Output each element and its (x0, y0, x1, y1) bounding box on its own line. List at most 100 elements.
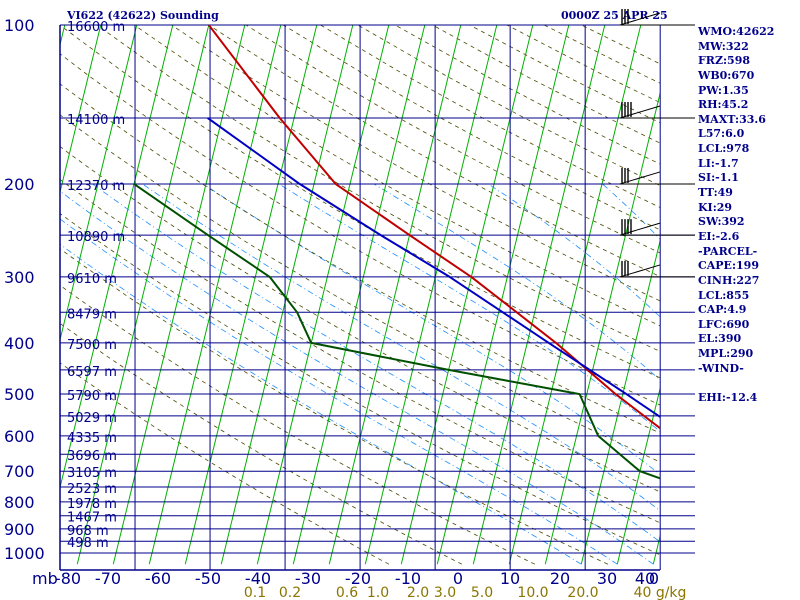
stat-line: SI:-1.1 (698, 171, 739, 185)
moist-adiabat-line (60, 243, 582, 565)
isotherm-line (220, 25, 354, 565)
temperature-tick-label: 30 (597, 569, 617, 588)
height-label: 8479 m (67, 307, 117, 322)
height-label: 5029 m (67, 411, 117, 426)
stat-line: EL:390 (698, 332, 742, 346)
mixing-ratio-label: 2.0 (407, 585, 429, 600)
height-label: 1467 m (67, 511, 117, 526)
dry-adiabat-line (60, 322, 463, 565)
pressure-tick-label: 100 (4, 16, 35, 35)
chart-title: VI622 (42622) Sounding (67, 9, 219, 22)
temperature-tick-labels: -80 -70 -60 -50 -40 -30 -20 -10 0 10 20 30 400 (55, 569, 659, 588)
dry-adiabat-line (208, 25, 660, 278)
stat-line: CINH:227 (698, 273, 760, 287)
stat-line: CAPE:199 (698, 259, 759, 273)
mixing-ratio-label: 3.0 (434, 585, 456, 600)
wind-barb (619, 219, 661, 236)
mixing-ratio-label: 5.0 (471, 585, 493, 600)
isotherm-line (60, 25, 174, 490)
wind-barbs (619, 9, 695, 278)
stat-line: MW:322 (698, 39, 749, 53)
stat-line: EHI:-12.4 (698, 391, 758, 405)
temperature-tick-label: -60 (145, 569, 171, 588)
stat-line: RH:45.2 (698, 98, 749, 112)
isotherm-line (436, 25, 570, 565)
height-label: 9610 m (67, 272, 117, 287)
stat-line: FRZ:598 (698, 54, 751, 68)
isotherm-line (256, 25, 390, 565)
height-label: 14100 m (67, 113, 125, 128)
temperature-tick-label: 0 (453, 569, 463, 588)
height-label: 12370 m (67, 179, 125, 194)
isotherm-line (472, 25, 606, 565)
pressure-tick-label: 1000 (4, 544, 45, 563)
mixing-ratio-labels: 0.1 0.2 0.6 1.0 2.0 3.0 5.0 10.0 20.0 40 g/kg (244, 585, 687, 600)
dry-adiabat-line (245, 25, 660, 254)
pressure-tick-label: 200 (4, 175, 35, 194)
height-label: 5790 m (67, 389, 117, 404)
isotherm-line (184, 25, 318, 565)
wind-barb (619, 9, 661, 26)
wind-barb (619, 167, 661, 185)
moist-adiabat-line (60, 190, 654, 565)
moist-adiabat-line (278, 183, 660, 433)
moist-adiabats (60, 183, 660, 565)
moist-adiabat-line (487, 183, 660, 318)
temperature-tick-label: -10 (395, 569, 421, 588)
temperature-tick-label: 10 (500, 569, 520, 588)
stat-line: KI:29 (698, 200, 733, 214)
dry-adiabat-line (60, 25, 660, 379)
mixing-ratio-label: 20.0 (567, 585, 598, 600)
stat-line: -PARCEL- (698, 244, 758, 258)
wind-barb-shaft (619, 264, 661, 278)
stat-line: CAP:4.9 (698, 303, 747, 317)
mixing-ratio-label: 10.0 (517, 585, 548, 600)
mixing-ratio-label: 0.1 (244, 585, 266, 600)
stat-line (698, 376, 774, 391)
stat-line: MAXT:33.6 (698, 112, 766, 126)
isotherm-line (364, 25, 498, 565)
temperature-trace (208, 25, 660, 430)
stat-line: WMO:42622 (698, 25, 775, 38)
stat-line: LCL:978 (698, 142, 750, 156)
isotherm-line (508, 25, 642, 565)
stat-line: -WIND- (698, 361, 744, 375)
stat-line: PW:1.35 (698, 83, 749, 97)
isotherm-line (60, 25, 138, 342)
isotherm-line (544, 91, 660, 565)
parcel-trace (207, 117, 660, 419)
wind-barb-shaft (619, 105, 661, 119)
stability-indices-panel: WMO:42622 MW:322 FRZ:598 WB0:670 PW:1.35 RH:4… (698, 25, 774, 406)
moist-adiabat-line (92, 183, 660, 543)
temperature-tick-label: 40 (635, 569, 655, 588)
wind-barb (619, 260, 661, 278)
pressure-unit-label: mb (32, 569, 58, 588)
height-labels: 16600 m 14100 m 12370 m 10890 m 9610 m 8479 m… (67, 20, 125, 551)
wind-barb-shaft (619, 12, 661, 26)
wind-barb-shaft (619, 222, 661, 236)
temperature-tick-label: -70 (95, 569, 121, 588)
stat-line: SW:392 (698, 215, 745, 229)
stat-line: MPL:290 (698, 347, 754, 361)
pressure-tick-label: 500 (4, 385, 35, 404)
stat-line: TT:49 (698, 186, 733, 200)
dewpoint-trace (133, 183, 660, 480)
isotherm-line (60, 25, 102, 195)
dry-adiabat-line (60, 83, 660, 434)
pressure-tick-label: 300 (4, 268, 35, 287)
isotherm-line (76, 25, 210, 565)
stat-line: LFC:690 (698, 317, 750, 331)
temperature-tick-label: -20 (345, 569, 371, 588)
height-label: 968 m (67, 524, 109, 539)
dry-adiabat-line (60, 53, 660, 406)
isotherm-line (148, 25, 282, 565)
temperature-tick-label: 0 (649, 569, 659, 588)
mixing-ratio-label: 0.2 (279, 585, 301, 600)
wind-barb (619, 101, 661, 119)
isotherms (60, 25, 660, 565)
pressure-tick-label: 800 (4, 493, 35, 512)
dry-adiabat-line (60, 146, 660, 493)
stat-line: LCL:855 (698, 288, 750, 302)
